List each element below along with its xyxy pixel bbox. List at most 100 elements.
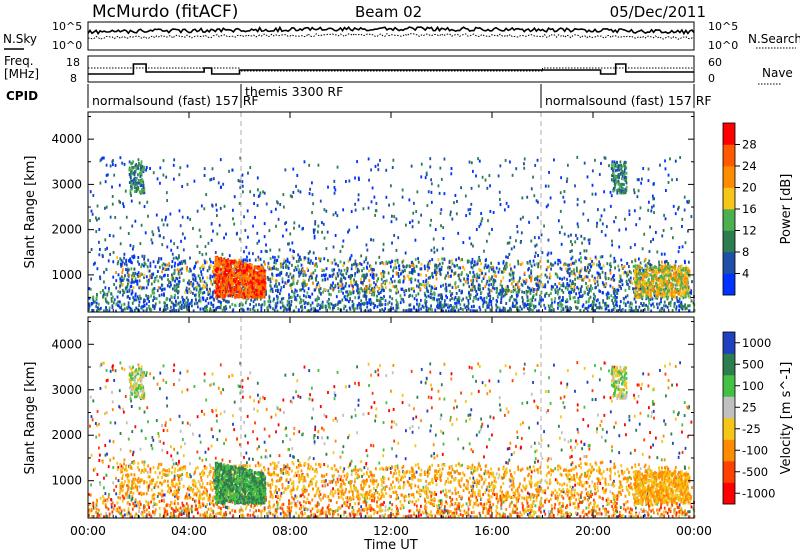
power-cell	[598, 260, 601, 264]
power-cell	[272, 299, 275, 303]
power-cell	[437, 258, 440, 262]
power-cell	[298, 270, 301, 274]
power-cell	[165, 267, 168, 271]
power-cell	[161, 288, 163, 292]
power-cell	[393, 233, 396, 237]
power-cell	[447, 283, 450, 287]
power-cell	[188, 290, 191, 294]
power-cell	[663, 260, 666, 264]
power-cell	[249, 264, 252, 268]
power-cell	[368, 298, 371, 302]
power-cell	[508, 241, 511, 245]
power-cell	[354, 208, 357, 212]
power-cell	[337, 274, 340, 278]
power-cell	[172, 304, 175, 308]
power-cell	[121, 268, 124, 272]
power-cell	[162, 267, 164, 271]
power-cell	[170, 300, 173, 304]
power-cell	[222, 265, 224, 269]
power-cell	[405, 289, 408, 293]
power-cell	[435, 277, 438, 281]
power-cell	[186, 268, 188, 272]
power-cell	[282, 309, 285, 313]
power-cell	[624, 288, 627, 292]
power-cell	[610, 265, 612, 269]
power-cell	[502, 294, 505, 298]
power-cell	[309, 277, 312, 281]
power-cell	[601, 270, 604, 274]
power-cell	[133, 308, 136, 312]
power-cell	[250, 266, 252, 270]
power-cell	[181, 232, 184, 236]
power-cell	[349, 280, 352, 284]
power-cell	[506, 309, 509, 313]
power-cell	[589, 262, 592, 266]
power-cell	[224, 304, 227, 308]
power-cell	[173, 268, 176, 272]
power-cell	[649, 225, 651, 229]
power-cell	[513, 279, 516, 283]
power-cell	[491, 286, 494, 290]
power-cell	[126, 285, 129, 289]
power-cell	[243, 215, 245, 219]
power-cell	[256, 231, 259, 235]
power-cell	[502, 306, 505, 310]
power-cell	[146, 297, 149, 301]
power-cell	[274, 256, 276, 260]
power-cell	[148, 306, 151, 310]
power-cell	[590, 264, 593, 268]
power-cell	[535, 199, 538, 203]
power-cell	[210, 238, 213, 242]
power-cell	[424, 285, 427, 289]
power-cell	[562, 298, 564, 302]
power-cell	[111, 306, 114, 310]
power-cell	[442, 283, 445, 287]
power-cell	[335, 275, 337, 279]
power-cell	[672, 295, 675, 299]
power-cell	[390, 220, 393, 224]
power-cell	[238, 302, 241, 306]
power-cell	[479, 222, 482, 226]
beam-title: Beam 02	[355, 3, 422, 21]
power-cell	[199, 307, 202, 311]
power-cell	[508, 309, 511, 313]
power-cell	[143, 304, 146, 308]
power-cell	[606, 262, 609, 266]
power-cell	[171, 260, 174, 264]
power-cell	[408, 277, 411, 281]
power-cell	[416, 190, 419, 194]
power-cell	[395, 248, 398, 252]
power-cell	[671, 308, 674, 312]
power-cell	[169, 298, 171, 302]
power-cell	[298, 268, 301, 272]
power-cell	[424, 176, 427, 180]
power-cell	[509, 273, 512, 277]
power-cell	[651, 267, 653, 271]
power-cell	[350, 267, 353, 271]
power-cell	[534, 255, 536, 259]
power-cell	[678, 304, 680, 308]
power-cell	[507, 205, 510, 209]
power-cell	[468, 212, 471, 216]
power-cell	[184, 261, 187, 265]
power-cell	[345, 272, 348, 276]
power-cell	[389, 295, 391, 299]
power-cell	[616, 288, 619, 292]
power-cell	[642, 167, 645, 171]
power-cell	[633, 209, 636, 213]
power-cell	[553, 158, 555, 162]
power-cell	[644, 264, 647, 268]
power-cell	[330, 283, 332, 287]
power-cell	[465, 214, 468, 218]
power-cell	[478, 305, 481, 309]
power-cell	[613, 304, 615, 308]
power-cell	[425, 308, 428, 312]
power-cell	[536, 309, 538, 313]
power-cell	[506, 265, 508, 269]
power-cell	[586, 275, 589, 279]
power-cell	[144, 262, 147, 266]
power-cell	[357, 198, 360, 202]
power-cell	[334, 303, 337, 307]
power-cell	[119, 200, 122, 204]
